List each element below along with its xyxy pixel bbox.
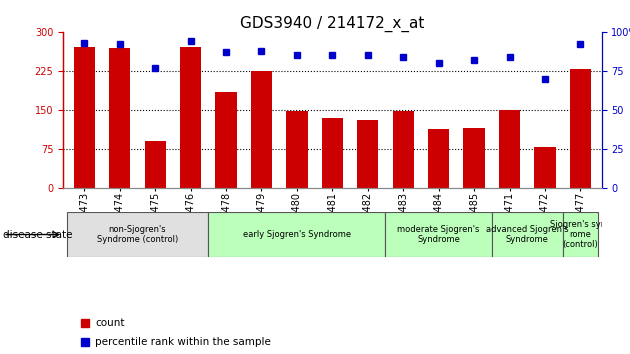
Bar (428, 129, 449, 188)
Bar (464, 128, 484, 188)
Bar (180, 47, 201, 188)
Bar (392, 111, 414, 188)
Text: non-Sjogren's
Syndrome (control): non-Sjogren's Syndrome (control) (97, 225, 178, 244)
Bar (563, 212, 598, 257)
Text: advanced Sjogren's
Syndrome: advanced Sjogren's Syndrome (486, 225, 568, 244)
Bar (570, 69, 591, 188)
Bar (322, 118, 343, 188)
Text: Sjogren's synd
rome
(control): Sjogren's synd rome (control) (549, 219, 611, 250)
Text: early Sjogren's Syndrome: early Sjogren's Syndrome (243, 230, 351, 239)
Bar (357, 120, 379, 188)
Text: moderate Sjogren's
Syndrome: moderate Sjogren's Syndrome (398, 225, 480, 244)
Bar (215, 92, 237, 188)
Text: disease state: disease state (3, 230, 72, 240)
Bar (67, 212, 209, 257)
Bar (251, 71, 272, 188)
Bar (499, 110, 520, 188)
Text: percentile rank within the sample: percentile rank within the sample (95, 337, 271, 347)
Text: count: count (95, 318, 125, 328)
Bar (386, 212, 492, 257)
Bar (144, 141, 166, 188)
Bar (109, 48, 130, 188)
Bar (286, 111, 307, 188)
Bar (209, 212, 386, 257)
Bar (534, 147, 556, 188)
Bar (492, 212, 563, 257)
Title: GDS3940 / 214172_x_at: GDS3940 / 214172_x_at (240, 16, 425, 32)
Bar (74, 47, 95, 188)
